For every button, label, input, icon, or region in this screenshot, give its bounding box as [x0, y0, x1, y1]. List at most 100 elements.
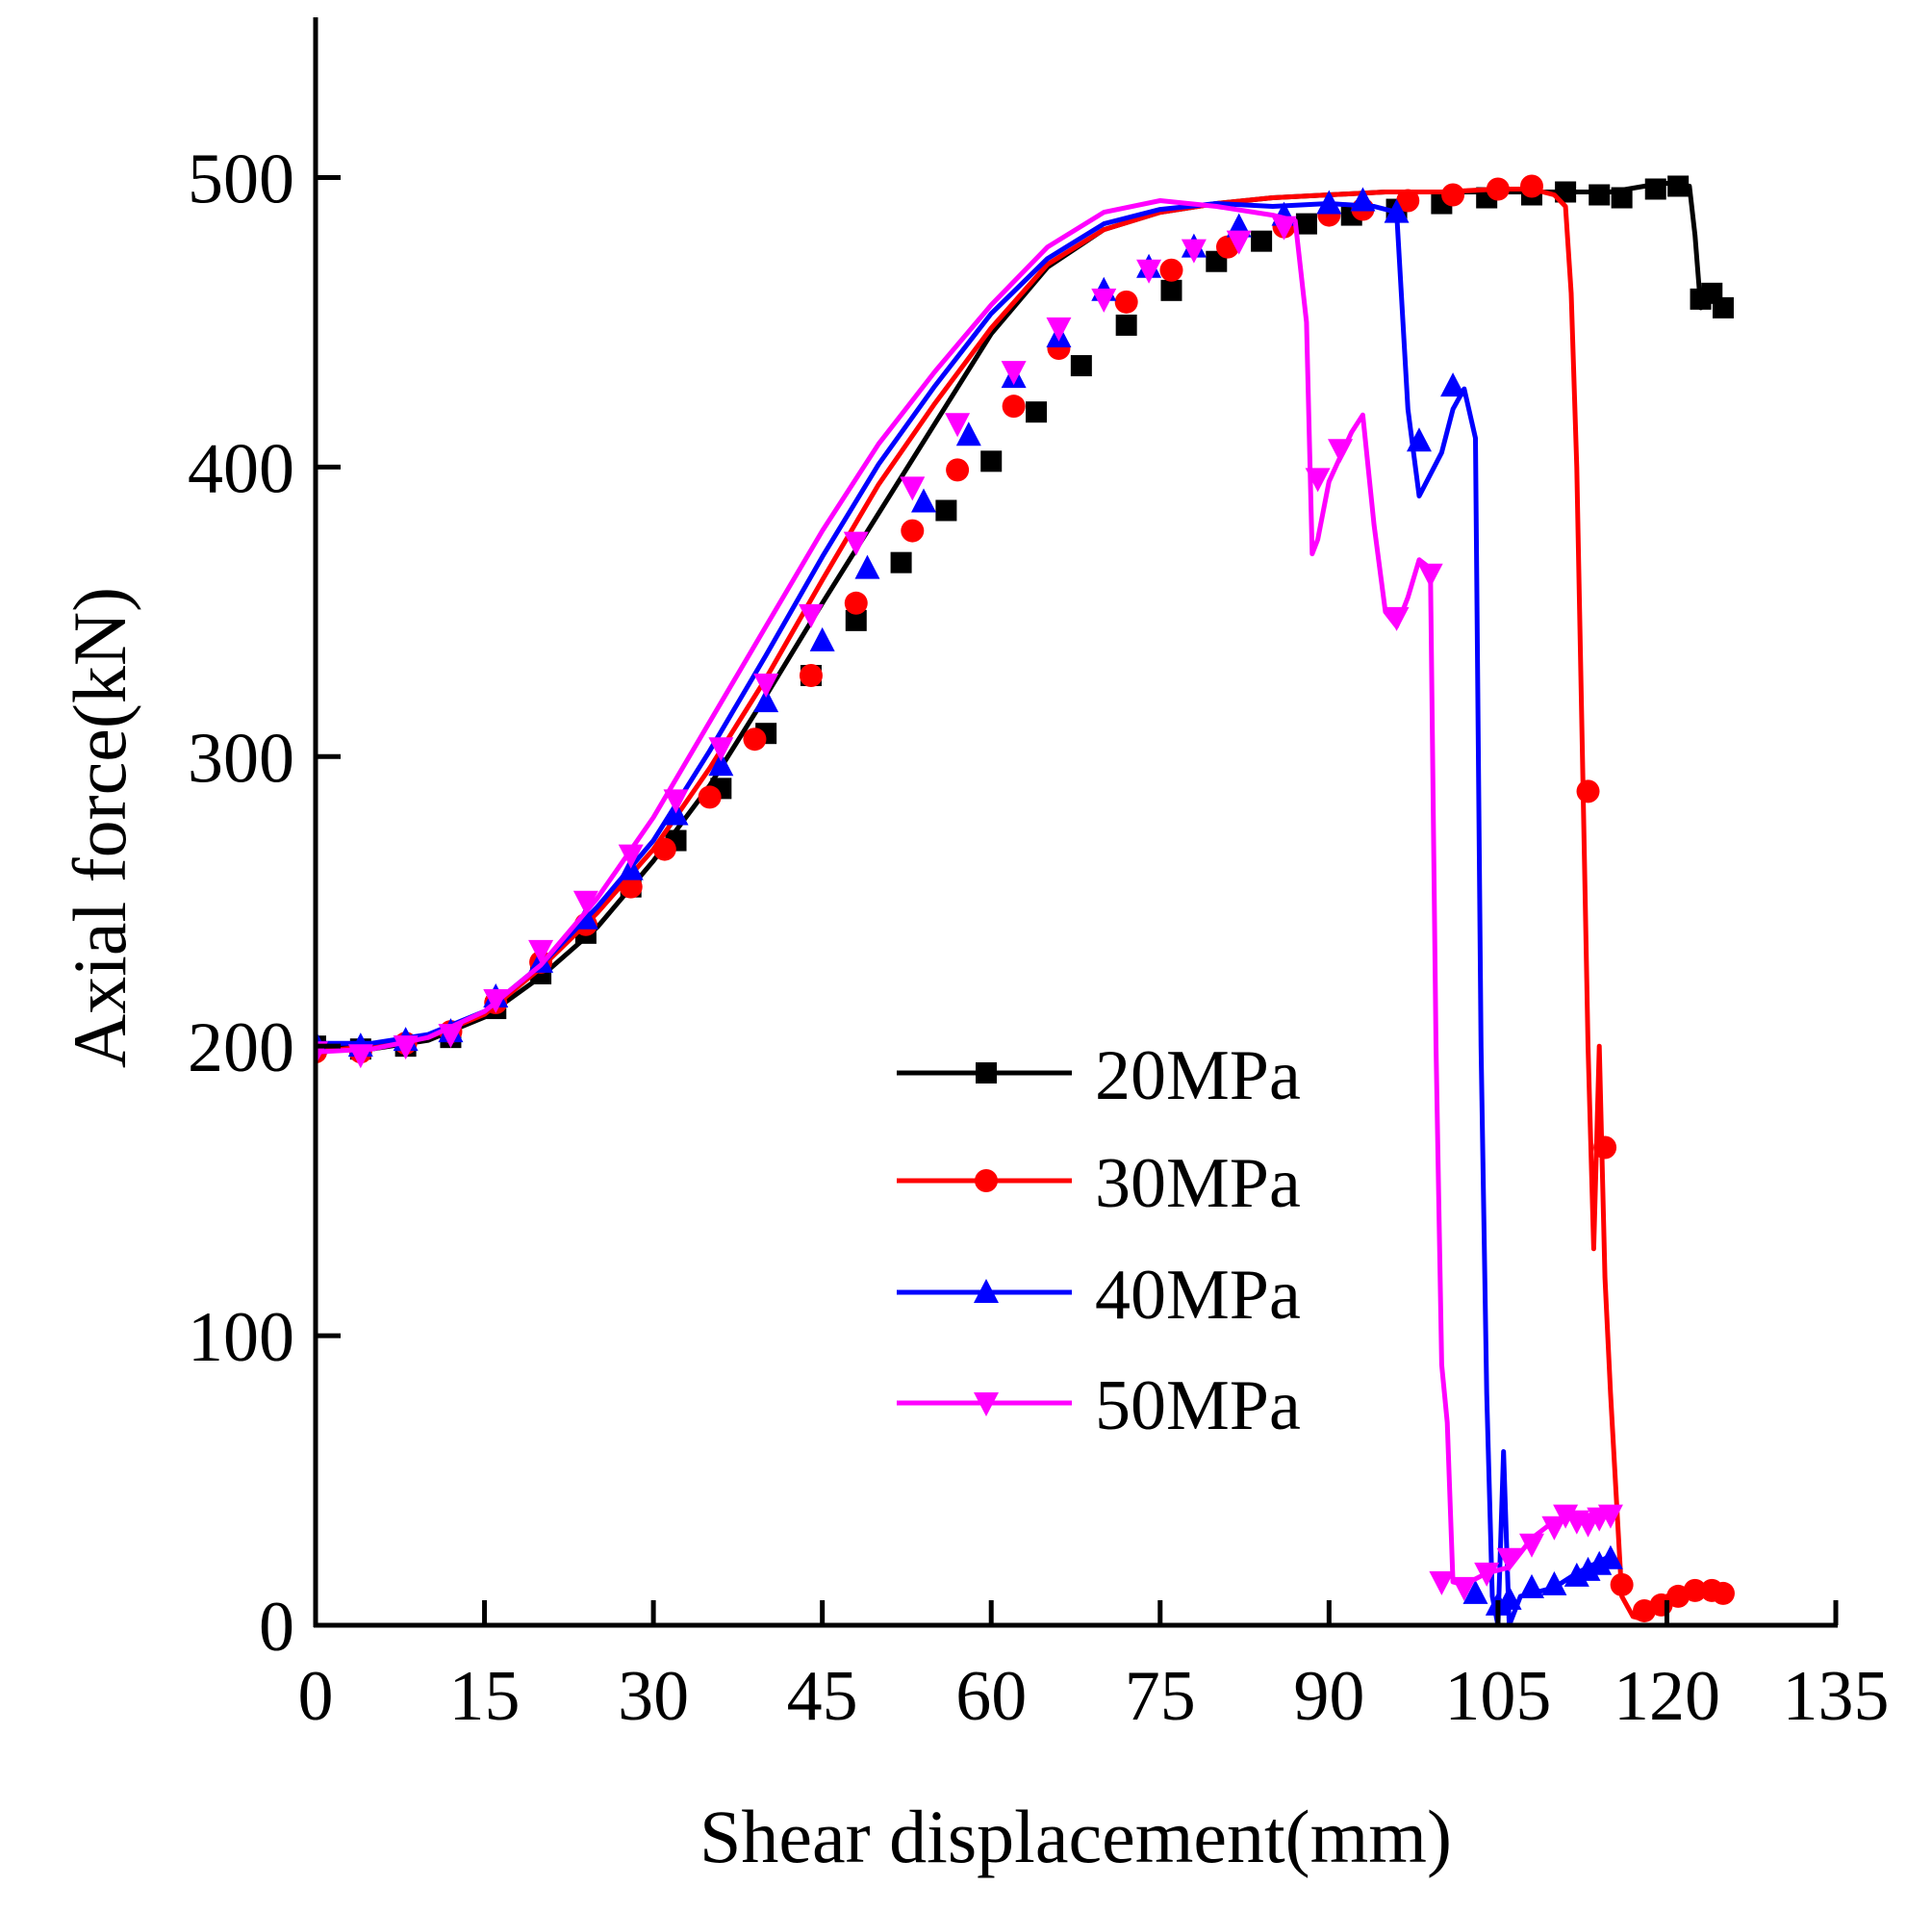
data-point-50MPa [753, 674, 779, 699]
data-point-50MPa [1136, 259, 1162, 284]
data-point-20MPa [1295, 213, 1317, 235]
data-point-40MPa [708, 752, 734, 777]
plot-area [316, 174, 1735, 1628]
data-point-40MPa [1541, 1570, 1567, 1595]
data-point-30MPa [743, 727, 767, 752]
data-point-40MPa [753, 688, 779, 713]
data-point-40MPa [809, 626, 835, 651]
data-point-40MPa [911, 488, 936, 513]
data-point-30MPa [1159, 258, 1183, 282]
legend-marker [975, 1169, 998, 1192]
data-point-40MPa [572, 905, 598, 930]
data-point-50MPa [528, 939, 554, 964]
data-point-50MPa [618, 844, 644, 869]
data-point-20MPa [1644, 178, 1666, 200]
series-layer [316, 174, 1735, 1628]
x-tick-label: 15 [449, 1657, 521, 1736]
data-point-50MPa [798, 603, 824, 628]
data-point-40MPa [955, 421, 981, 446]
data-point-30MPa [946, 458, 970, 482]
y-tick-label: 200 [188, 1008, 294, 1087]
data-point-40MPa [854, 554, 880, 579]
data-point-50MPa [945, 413, 971, 438]
data-point-50MPa [1091, 288, 1117, 313]
data-point-40MPa [1406, 427, 1432, 452]
y-tick-label: 100 [188, 1298, 294, 1377]
data-point-20MPa [935, 499, 957, 522]
data-point-50MPa [1226, 230, 1252, 255]
legend-marker [974, 1279, 999, 1303]
data-point-30MPa [1711, 1581, 1735, 1605]
data-point-50MPa [1271, 216, 1297, 241]
data-point-50MPa [1496, 1547, 1522, 1572]
data-point-50MPa [1001, 361, 1027, 386]
data-point-40MPa [1462, 1579, 1488, 1604]
data-point-30MPa [1610, 1572, 1634, 1596]
data-point-20MPa [1070, 355, 1092, 377]
y-tick-label: 0 [259, 1588, 294, 1667]
data-point-50MPa [483, 989, 509, 1014]
data-point-20MPa [980, 450, 1003, 472]
legend-label: 20MPa [1095, 1036, 1301, 1115]
data-point-40MPa [1316, 190, 1342, 215]
data-point-50MPa [1328, 439, 1354, 464]
x-tick-label: 75 [1125, 1657, 1196, 1736]
y-ticks: 0 100 200 300 400 500 [188, 140, 341, 1667]
data-point-50MPa [1451, 1576, 1477, 1601]
y-axis-title: Axial force(kN) [58, 587, 141, 1068]
data-point-50MPa [1417, 563, 1443, 588]
data-point-30MPa [1396, 189, 1420, 213]
data-point-30MPa [844, 591, 868, 615]
data-point-50MPa [347, 1044, 373, 1069]
data-point-30MPa [1002, 395, 1026, 419]
y-tick-label: 500 [188, 140, 294, 218]
y-tick-label: 400 [188, 429, 294, 508]
data-point-50MPa [1181, 239, 1207, 264]
data-point-50MPa [1384, 606, 1410, 631]
x-tick-label: 0 [298, 1657, 334, 1736]
data-point-50MPa [1046, 317, 1072, 342]
data-point-50MPa [1597, 1504, 1623, 1529]
data-point-40MPa [1384, 198, 1410, 223]
data-point-20MPa [890, 551, 912, 574]
data-point-40MPa [1440, 372, 1466, 397]
data-point-20MPa [1115, 314, 1137, 336]
x-tick-label: 45 [787, 1657, 858, 1736]
data-point-50MPa [438, 1024, 464, 1049]
data-point-20MPa [1160, 279, 1182, 301]
data-point-30MPa [652, 837, 676, 861]
legend-label: 30MPa [1095, 1144, 1301, 1223]
data-point-20MPa [1712, 296, 1734, 319]
data-point-20MPa [1555, 181, 1577, 203]
legend-marker [974, 1392, 999, 1416]
data-point-20MPa [845, 609, 867, 631]
legend: 20MPa 30MPa 40MPa 50MPa [897, 1036, 1301, 1445]
legend-marker [976, 1062, 997, 1083]
x-axis-title: Shear displacement(mm) [699, 1795, 1452, 1878]
x-tick-label: 60 [955, 1657, 1027, 1736]
legend-item-50MPa: 50MPa [897, 1366, 1301, 1445]
x-tick-label: 105 [1444, 1657, 1551, 1736]
axes-layer [313, 17, 1838, 1628]
data-point-30MPa [1593, 1135, 1617, 1160]
data-point-30MPa [619, 875, 643, 899]
data-point-20MPa [1251, 230, 1273, 252]
data-point-40MPa [1597, 1544, 1623, 1569]
data-point-50MPa [900, 476, 926, 501]
data-point-30MPa [1520, 174, 1543, 198]
data-point-50MPa [572, 890, 598, 915]
y-tick-label: 300 [188, 719, 294, 798]
legend-label: 40MPa [1095, 1256, 1301, 1335]
data-point-50MPa [1474, 1562, 1500, 1587]
data-point-30MPa [698, 785, 722, 809]
legend-item-40MPa: 40MPa [897, 1256, 1301, 1335]
x-ticks: 0 15 30 45 60 75 90 105 120 135 [298, 1600, 1890, 1736]
x-tick-label: 30 [618, 1657, 689, 1736]
data-point-30MPa [799, 664, 823, 688]
data-point-30MPa [1114, 290, 1138, 314]
data-point-30MPa [901, 519, 925, 543]
data-point-40MPa [1519, 1573, 1544, 1598]
data-point-20MPa [1026, 401, 1048, 423]
